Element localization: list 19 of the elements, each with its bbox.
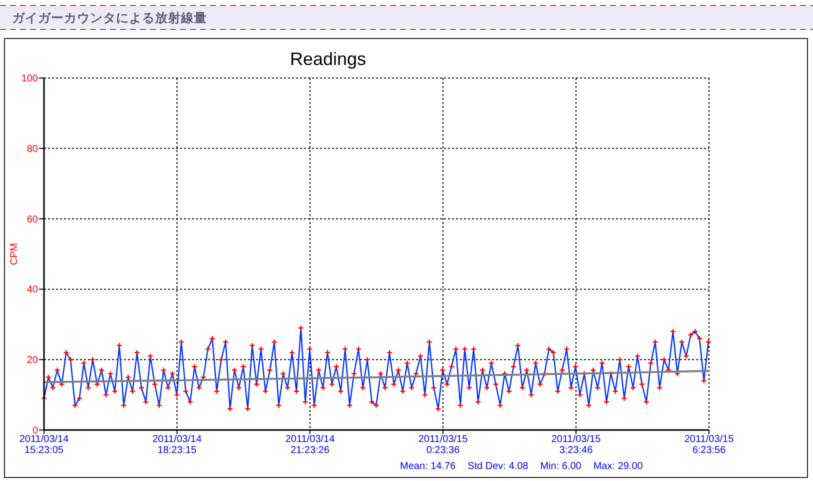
- annotation: Max: 29.00: [593, 461, 643, 472]
- xtick-label: 2011/03/15 3:23:46: [551, 434, 601, 456]
- title: ガイガーカウンタによる放射線量: [12, 11, 207, 25]
- xtick-label: 2011/03/14 15:23:05: [19, 434, 69, 456]
- subtitle: Readings: [290, 49, 366, 69]
- ytick-label: 20: [26, 355, 38, 366]
- ytick-label: 100: [21, 74, 38, 84]
- xtick-label: 2011/03/15 6:23:56: [684, 434, 734, 456]
- annotation: Mean: 14.76: [400, 461, 456, 472]
- ylabel: CPM: [9, 242, 20, 266]
- ytick-label: 40: [26, 284, 38, 296]
- ytick-label: 60: [26, 214, 38, 226]
- annotation: Std Dev: 4.08: [468, 461, 528, 472]
- ytick-label: 80: [26, 144, 38, 155]
- annotation: Min: 6.00: [540, 461, 582, 472]
- xtick-label: 2011/03/15 0:23:36: [418, 434, 468, 456]
- xtick-label: 2011/03/14 21:23:26: [285, 434, 335, 456]
- ytick-label: 0: [32, 426, 38, 436]
- xtick-label: 2011/03/14 18:23:15: [152, 434, 202, 456]
